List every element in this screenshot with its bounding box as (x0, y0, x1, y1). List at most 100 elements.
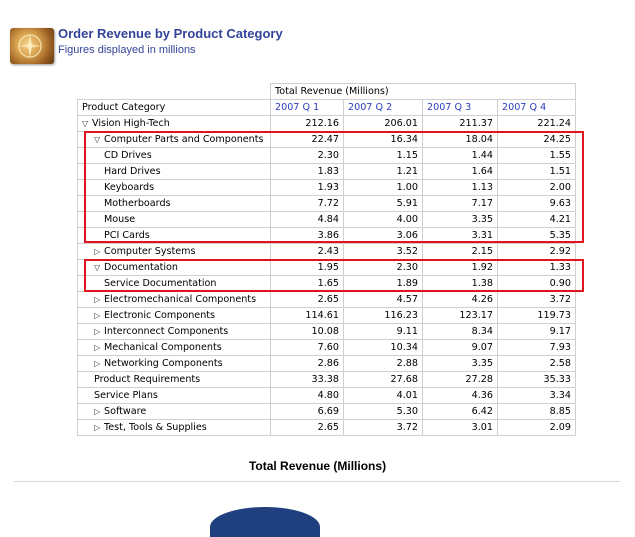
value-cell: 1.38 (422, 275, 498, 292)
row-label[interactable]: ▷ Mechanical Components (77, 339, 271, 356)
value-cell: 2.43 (270, 243, 344, 260)
table-row: ▽ Vision High-Tech 212.16 206.01 211.37 221.2… (77, 115, 576, 132)
value-cell: 8.85 (497, 403, 576, 420)
value-cell: 212.16 (270, 115, 344, 132)
table-row: PCI Cards 3.86 3.06 3.31 5.35 (77, 227, 576, 244)
value-cell: 2.00 (497, 179, 576, 196)
table-row: ▷ Test, Tools & Supplies 2.65 3.72 3.01 2.09 (77, 419, 576, 436)
row-label[interactable]: ▷ Electromechanical Components (77, 291, 271, 308)
value-cell: 27.28 (422, 371, 498, 388)
table-row: ▽ Computer Parts and Components 22.47 16.34… (77, 131, 576, 148)
value-cell: 119.73 (497, 307, 576, 324)
row-label[interactable]: ▽ Documentation (77, 259, 271, 276)
row-label: Mouse (77, 211, 271, 228)
collapse-triangle-right-icon[interactable]: ▷ (94, 295, 101, 304)
value-cell: 2.88 (343, 355, 423, 372)
row-label-text: PCI Cards (104, 230, 150, 241)
expand-triangle-down-icon[interactable]: ▽ (94, 135, 101, 144)
value-cell: 2.09 (497, 419, 576, 436)
value-cell: 3.06 (343, 227, 423, 244)
value-cell: 22.47 (270, 131, 344, 148)
row-label[interactable]: ▷ Test, Tools & Supplies (77, 419, 271, 436)
value-cell: 1.55 (497, 147, 576, 164)
expand-triangle-down-icon[interactable]: ▽ (94, 263, 101, 272)
column-header-q2[interactable]: 2007 Q 2 (343, 99, 423, 116)
collapse-triangle-right-icon[interactable]: ▷ (94, 423, 101, 432)
pie-chart[interactable] (210, 507, 320, 537)
value-cell: 1.64 (422, 163, 498, 180)
value-cell: 10.08 (270, 323, 344, 340)
report-header: Order Revenue by Product Category Figure… (8, 22, 628, 66)
value-cell: 7.72 (270, 195, 344, 212)
value-cell: 6.69 (270, 403, 344, 420)
collapse-triangle-right-icon[interactable]: ▷ (94, 343, 101, 352)
row-label-text: Computer Parts and Components (104, 134, 264, 145)
row-label[interactable]: ▷ Networking Components (77, 355, 271, 372)
row-label[interactable]: ▷ Computer Systems (77, 243, 271, 260)
row-label[interactable]: ▷ Interconnect Components (77, 323, 271, 340)
value-cell: 2.15 (422, 243, 498, 260)
value-cell: 1.93 (270, 179, 344, 196)
row-label[interactable]: ▷ Electronic Components (77, 307, 271, 324)
value-cell: 18.04 (422, 131, 498, 148)
collapse-triangle-right-icon[interactable]: ▷ (94, 407, 101, 416)
row-label-text: Software (104, 406, 147, 417)
value-cell: 35.33 (497, 371, 576, 388)
row-label: PCI Cards (77, 227, 271, 244)
column-header-q3[interactable]: 2007 Q 3 (422, 99, 498, 116)
value-cell: 10.34 (343, 339, 423, 356)
table-row: CD Drives 2.30 1.15 1.44 1.55 (77, 147, 576, 164)
value-cell: 5.91 (343, 195, 423, 212)
column-header-q1[interactable]: 2007 Q 1 (270, 99, 344, 116)
value-cell: 1.33 (497, 259, 576, 276)
compass-icon (10, 28, 54, 64)
value-cell: 1.51 (497, 163, 576, 180)
value-cell: 2.58 (497, 355, 576, 372)
row-label: CD Drives (77, 147, 271, 164)
column-header-row: Product Category 2007 Q 1 2007 Q 2 2007 … (77, 99, 576, 116)
value-cell: 4.80 (270, 387, 344, 404)
collapse-triangle-right-icon[interactable]: ▷ (94, 311, 101, 320)
collapse-triangle-right-icon[interactable]: ▷ (94, 327, 101, 336)
row-label-text: Test, Tools & Supplies (104, 422, 207, 433)
value-cell: 2.65 (270, 419, 344, 436)
value-cell: 3.72 (343, 419, 423, 436)
value-cell: 116.23 (343, 307, 423, 324)
table-row: ▷ Networking Components 2.86 2.88 3.35 2.58 (77, 355, 576, 372)
value-cell: 3.86 (270, 227, 344, 244)
row-label: Service Plans (77, 387, 271, 404)
table-row: ▽ Documentation 1.95 2.30 1.92 1.33 (77, 259, 576, 276)
value-cell: 8.34 (422, 323, 498, 340)
row-label-text: Documentation (104, 262, 178, 273)
row-label-text: Mouse (104, 214, 136, 225)
collapse-triangle-right-icon[interactable]: ▷ (94, 359, 101, 368)
row-label-text: Electromechanical Components (104, 294, 257, 305)
row-label-text: Electronic Components (104, 310, 216, 321)
value-cell: 4.26 (422, 291, 498, 308)
row-label[interactable]: ▽ Vision High-Tech (77, 115, 271, 132)
row-label-text: Product Requirements (94, 374, 201, 385)
row-label-text: CD Drives (104, 150, 152, 161)
value-cell: 9.11 (343, 323, 423, 340)
row-label: Service Documentation (77, 275, 271, 292)
value-cell: 1.95 (270, 259, 344, 276)
value-cell: 3.31 (422, 227, 498, 244)
value-cell: 206.01 (343, 115, 423, 132)
row-label-text: Keyboards (104, 182, 155, 193)
row-header-label: Product Category (77, 99, 271, 116)
divider (14, 481, 620, 482)
row-label-text: Networking Components (104, 358, 223, 369)
row-label: Hard Drives (77, 163, 271, 180)
collapse-triangle-right-icon[interactable]: ▷ (94, 247, 101, 256)
table-row: ▷ Software 6.69 5.30 6.42 8.85 (77, 403, 576, 420)
row-label-text: Motherboards (104, 198, 171, 209)
value-cell: 3.72 (497, 291, 576, 308)
expand-triangle-down-icon[interactable]: ▽ (82, 119, 89, 128)
column-header-q4[interactable]: 2007 Q 4 (497, 99, 576, 116)
value-cell: 9.17 (497, 323, 576, 340)
row-label-text: Mechanical Components (104, 342, 222, 353)
row-label[interactable]: ▽ Computer Parts and Components (77, 131, 271, 148)
row-label[interactable]: ▷ Software (77, 403, 271, 420)
corner-cell (78, 84, 271, 100)
table-row: Product Requirements 33.38 27.68 27.28 35.33 (77, 371, 576, 388)
